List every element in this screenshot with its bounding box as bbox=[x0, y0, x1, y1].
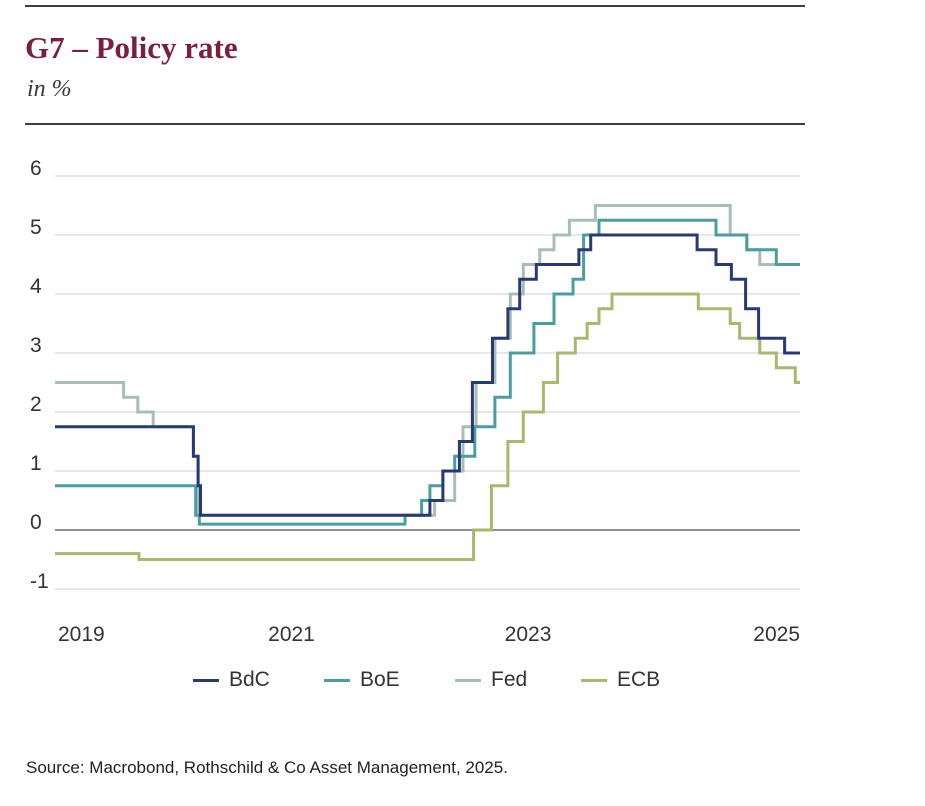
legend-label: BoE bbox=[360, 668, 400, 691]
chart-title: G7 – Policy rate bbox=[25, 30, 238, 65]
y-tick-label: 3 bbox=[30, 334, 42, 357]
legend-swatch bbox=[324, 678, 350, 682]
legend-item-ecb: ECB bbox=[581, 668, 660, 692]
y-tick-label: 1 bbox=[30, 452, 42, 475]
x-axis-ticks: 2019 2021 2023 2025 bbox=[58, 623, 800, 646]
source-note: Source: Macrobond, Rothschild & Co Asset… bbox=[26, 758, 508, 777]
y-tick-label: 2 bbox=[30, 393, 42, 416]
legend-swatch bbox=[193, 678, 219, 682]
legend: BdC BoE Fed ECB bbox=[0, 668, 925, 698]
x-tick-label: 2025 bbox=[753, 623, 800, 646]
y-tick-label: 5 bbox=[30, 216, 42, 239]
x-tick-label: 2021 bbox=[268, 623, 315, 646]
legend-swatch bbox=[581, 678, 607, 682]
top-rule bbox=[25, 5, 805, 7]
y-tick-label: -1 bbox=[30, 570, 49, 593]
header-rule bbox=[25, 123, 805, 125]
y-tick-label: 6 bbox=[30, 157, 42, 180]
series-lines bbox=[55, 204, 800, 561]
x-tick-label: 2023 bbox=[505, 623, 552, 646]
chart-subtitle: in % bbox=[27, 76, 72, 102]
legend-item-bdc: BdC bbox=[193, 668, 270, 692]
legend-swatch bbox=[455, 678, 481, 682]
legend-label: ECB bbox=[617, 668, 661, 691]
y-tick-label: 4 bbox=[30, 275, 42, 298]
legend-label: Fed bbox=[491, 668, 528, 691]
y-tick-label: 0 bbox=[30, 511, 42, 534]
y-axis-ticks: 6 5 4 3 2 1 0 -1 bbox=[30, 157, 49, 593]
x-tick-label: 2019 bbox=[58, 623, 105, 646]
series-line-boe bbox=[55, 218, 800, 526]
legend-item-boe: BoE bbox=[324, 668, 400, 692]
legend-item-fed: Fed bbox=[455, 668, 527, 692]
grid-lines bbox=[55, 175, 800, 590]
policy-rate-chart: 6 5 4 3 2 1 0 -1 2019 2021 2023 2025 bbox=[30, 157, 800, 646]
legend-label: BdC bbox=[229, 668, 270, 691]
series-line-bdc bbox=[55, 233, 800, 517]
series-line-ecb bbox=[55, 292, 800, 561]
series-line-fed bbox=[55, 204, 800, 517]
